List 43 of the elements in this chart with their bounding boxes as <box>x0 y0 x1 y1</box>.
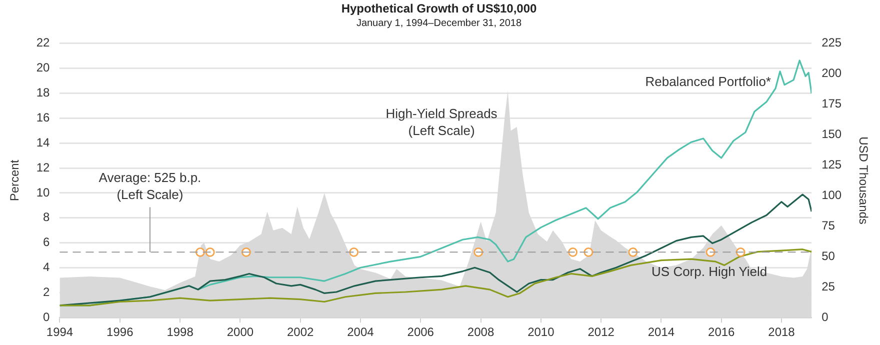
x-tick-label: 1998 <box>166 325 194 340</box>
chart-subtitle: January 1, 1994–December 31, 2018 <box>356 18 522 30</box>
y-tick-label: 2 <box>43 284 50 299</box>
x-tick-label: 2002 <box>286 325 314 340</box>
y-tick-label: 4 <box>43 260 50 274</box>
series-label: Rebalanced Portfolio* <box>645 74 771 89</box>
x-tick-label: 2012 <box>588 325 615 340</box>
x-tick-label: 1994 <box>46 325 74 340</box>
chart-title: Hypothetical Growth of US$10,000 <box>341 2 538 16</box>
x-tick-label: 2016 <box>708 325 736 340</box>
x-tick-label: 1996 <box>106 325 134 340</box>
y-axis-title: Percent <box>8 159 22 202</box>
y2-tick-label: 50 <box>822 248 836 263</box>
y2-tick-label: 100 <box>822 188 842 202</box>
y-tick-label: 18 <box>36 86 50 100</box>
y2-tick-label: 25 <box>822 279 836 294</box>
x-tick-label: 2010 <box>528 325 555 340</box>
y-tick-label: 20 <box>36 60 50 75</box>
y-tick-label: 12 <box>36 160 50 174</box>
y2-tick-label: 125 <box>822 158 842 172</box>
x-tick-label: 2006 <box>407 325 434 340</box>
x-tick-label: 2008 <box>467 325 494 340</box>
y-tick-label: 16 <box>36 110 50 124</box>
series-label: High-Yield Spreads (Left Scale) <box>386 106 498 138</box>
y-tick-label: 10 <box>36 185 50 200</box>
x-tick-label: 2004 <box>347 325 374 340</box>
y2-tick-label: 75 <box>822 218 836 233</box>
y2-tick-label: 150 <box>822 127 842 142</box>
y2-tick-label: 225 <box>822 36 842 50</box>
y-tick-label: 14 <box>36 135 50 150</box>
y-tick-label: 8 <box>43 210 50 224</box>
y-tick-label: 22 <box>36 36 50 50</box>
x-tick-label: 2018 <box>768 325 796 340</box>
ref-line-label: Average: 525 b.p. (Left Scale) <box>98 170 202 202</box>
series-label: US Corp. High Yield <box>652 264 768 280</box>
y2-tick-label: 175 <box>822 96 842 111</box>
y2-axis-title: USD Thousands <box>856 136 870 224</box>
y2-tick-label: 200 <box>822 66 842 80</box>
x-tick-label: 2000 <box>226 325 254 340</box>
y2-tick-label: 0 <box>822 310 829 324</box>
x-tick-label: 2014 <box>648 325 675 340</box>
y-tick-label: 0 <box>43 310 50 324</box>
y-tick-label: 6 <box>43 235 50 250</box>
